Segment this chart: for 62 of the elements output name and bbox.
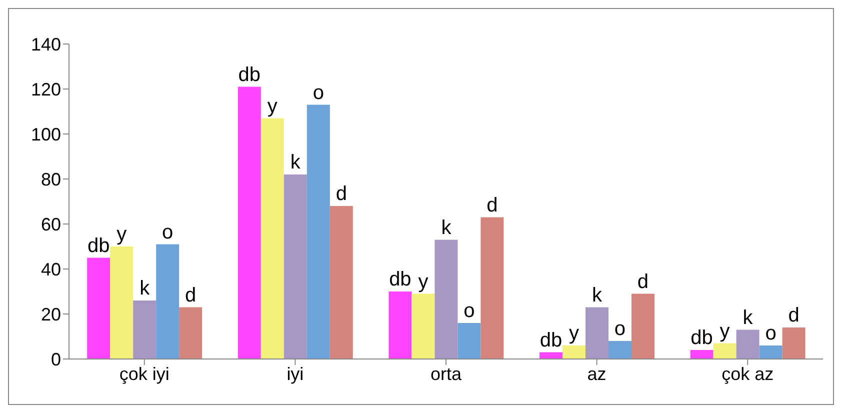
text: k xyxy=(441,216,452,239)
text: db xyxy=(238,64,261,86)
text: o xyxy=(312,82,324,104)
bar xyxy=(238,86,261,359)
bar xyxy=(782,328,806,359)
bar xyxy=(608,341,632,359)
bar xyxy=(179,307,202,359)
series-label: o xyxy=(162,221,174,244)
bar xyxy=(562,346,586,359)
text: db xyxy=(389,268,412,290)
text: y xyxy=(568,322,579,344)
x-tick-label: iyi xyxy=(286,364,304,384)
bar xyxy=(284,174,307,359)
bar xyxy=(306,104,330,359)
text: d xyxy=(336,183,347,205)
y-tick-label: 80 xyxy=(40,169,61,190)
bar xyxy=(690,350,714,359)
x-tick-label: orta xyxy=(430,364,462,384)
text: d xyxy=(637,270,649,293)
x-tick-label: çok az xyxy=(722,364,774,384)
text: o xyxy=(765,322,776,344)
text: k xyxy=(742,306,753,329)
series-label: y xyxy=(116,224,127,246)
text: y xyxy=(267,95,278,118)
y-tick-label: 40 xyxy=(40,259,61,280)
text: k xyxy=(592,284,602,306)
y-tick-label: 120 xyxy=(30,79,61,100)
bar xyxy=(87,258,110,359)
y-tick-label: 20 xyxy=(40,304,61,324)
bar xyxy=(631,294,654,359)
x-tick-label: az xyxy=(587,364,606,384)
y-tick-label: 60 xyxy=(40,214,61,234)
bar xyxy=(480,217,504,359)
bar xyxy=(434,240,458,359)
text: y xyxy=(720,320,730,342)
text: k xyxy=(290,152,300,174)
bar xyxy=(412,294,435,359)
bar xyxy=(330,206,353,359)
y-tick-label: 140 xyxy=(30,34,61,54)
bar xyxy=(133,300,156,359)
y-tick-label: 100 xyxy=(30,124,61,144)
bar xyxy=(458,323,481,359)
series-label: k xyxy=(140,278,151,300)
bar xyxy=(110,246,134,359)
text: o xyxy=(464,300,475,322)
text: db xyxy=(540,329,562,352)
bar xyxy=(585,307,608,359)
bar xyxy=(736,330,760,359)
text: db xyxy=(690,327,713,349)
text: y xyxy=(418,270,428,293)
bar xyxy=(759,346,782,359)
text: d xyxy=(486,194,498,216)
series-label: d xyxy=(185,284,196,306)
bar xyxy=(260,118,284,359)
text: o xyxy=(614,318,626,340)
y-tick-label: 0 xyxy=(50,349,61,370)
x-tick-label: çok iyi xyxy=(119,364,170,384)
series-label: db xyxy=(87,234,110,257)
bar xyxy=(388,292,412,359)
bar xyxy=(156,244,180,359)
text: d xyxy=(788,304,800,326)
bar xyxy=(713,343,736,359)
